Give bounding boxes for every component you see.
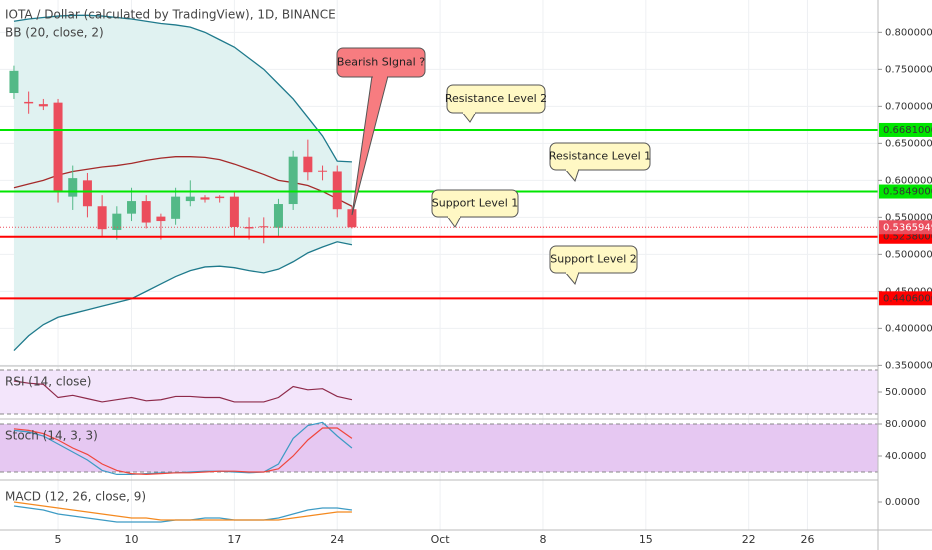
indicator-title: MACD (12, 26, close, 9) xyxy=(5,490,146,504)
x-tick-label: 26 xyxy=(800,533,814,546)
level-label: 0.66810000 xyxy=(883,125,932,136)
stoch-pane xyxy=(0,421,878,476)
candle-body xyxy=(259,226,269,228)
y-tick-label: 40.0000 xyxy=(885,451,926,462)
band-lower xyxy=(13,241,353,352)
callout-text: Resistance Level 1 xyxy=(549,150,651,163)
indicator-title: Stoch (14, 3, 3) xyxy=(5,429,98,443)
indicator-line xyxy=(13,427,353,476)
x-tick-label: 10 xyxy=(125,533,139,546)
y-tick-label: 0.80000000 xyxy=(885,27,932,38)
candle-body xyxy=(229,196,239,227)
callout-join xyxy=(463,111,475,114)
callout-join xyxy=(373,75,387,78)
candle-body xyxy=(185,196,195,202)
y-tick-label: 0.0000 xyxy=(885,497,920,508)
candle-body xyxy=(171,196,181,219)
y-tick-label: 0.75000000 xyxy=(885,64,932,75)
candle-body xyxy=(53,102,63,192)
y-tick-label: 0.65000000 xyxy=(885,138,932,149)
y-tick-label: 0.70000000 xyxy=(885,101,932,112)
indicator-line xyxy=(13,380,353,403)
y-tick-label: 80.0000 xyxy=(885,419,926,430)
callout-join xyxy=(566,271,578,274)
candle-body xyxy=(112,213,122,230)
y-tick-label: 0.60000000 xyxy=(885,175,932,186)
candle-body xyxy=(9,70,19,94)
callout-join xyxy=(448,215,460,218)
x-tick-label: 24 xyxy=(330,533,344,546)
candle-body xyxy=(273,204,283,228)
candle-body xyxy=(68,178,78,197)
candle-body xyxy=(303,156,313,173)
overlay: 5 10 17 24 Oct 8 15 22 26 0.35000000 0.40000000 0.4… xyxy=(55,27,932,546)
indicator-line xyxy=(13,501,352,521)
y-tick-label: 50.0000 xyxy=(885,387,926,398)
level-label: 0.44060000 xyxy=(883,293,932,304)
candle-body xyxy=(332,171,342,210)
candle-body xyxy=(38,104,48,107)
callout-text: Resistance Level 2 xyxy=(445,92,547,105)
callout-text: Bearish SIgnal ? xyxy=(337,56,425,69)
band-upper xyxy=(13,14,352,163)
callout-box xyxy=(549,142,651,171)
level-label-box xyxy=(879,122,932,137)
y-tick-label: 0.40000000 xyxy=(885,323,932,334)
indicator-title: RSI (14, close) xyxy=(5,375,91,389)
candle-body xyxy=(97,206,107,230)
y-tick-label: 0.50000000 xyxy=(885,249,932,260)
last-price-box xyxy=(879,220,932,235)
callout-text: Support Level 1 xyxy=(432,197,519,210)
rsi-pane xyxy=(0,369,878,415)
macd-pane xyxy=(13,501,353,523)
callout-box xyxy=(549,245,638,274)
level-label-box xyxy=(879,184,932,199)
callout-box xyxy=(446,84,546,114)
y-tick-label: 0.55000000 xyxy=(885,212,932,223)
indicator-title: BB (20, close, 2) xyxy=(5,26,104,40)
level-label: 0.58490000 xyxy=(883,187,932,198)
callout-text: Support Level 2 xyxy=(550,253,637,266)
x-tick-label: 17 xyxy=(227,533,241,546)
candle-body xyxy=(215,196,225,199)
candle-body xyxy=(200,197,210,200)
band-fill xyxy=(13,15,352,351)
x-tick-label: 8 xyxy=(539,533,546,546)
candle-body xyxy=(82,180,92,207)
level-label: 0.52380000 xyxy=(883,232,932,243)
x-tick-label: 22 xyxy=(742,533,756,546)
last-price-label: 0.53659498 xyxy=(883,222,932,233)
candle-body xyxy=(24,101,34,104)
callout-box xyxy=(431,189,519,218)
band-shade xyxy=(0,369,878,415)
candle-body xyxy=(127,201,137,214)
candle-body xyxy=(347,209,357,228)
y-tick-label: 0.35000000 xyxy=(885,360,932,371)
candle-body xyxy=(156,216,166,222)
level-label-box xyxy=(879,291,932,306)
callout-join xyxy=(566,168,578,171)
x-tick-label: Oct xyxy=(431,533,451,546)
candle-body xyxy=(288,156,298,205)
candle-body xyxy=(141,201,151,223)
x-tick-label: 15 xyxy=(639,533,653,546)
x-tick-label: 5 xyxy=(55,533,62,546)
candle-body xyxy=(318,170,328,172)
band-shade xyxy=(0,424,878,472)
chart-title: IOTA / Dollar (calculated by TradingView… xyxy=(5,8,336,22)
